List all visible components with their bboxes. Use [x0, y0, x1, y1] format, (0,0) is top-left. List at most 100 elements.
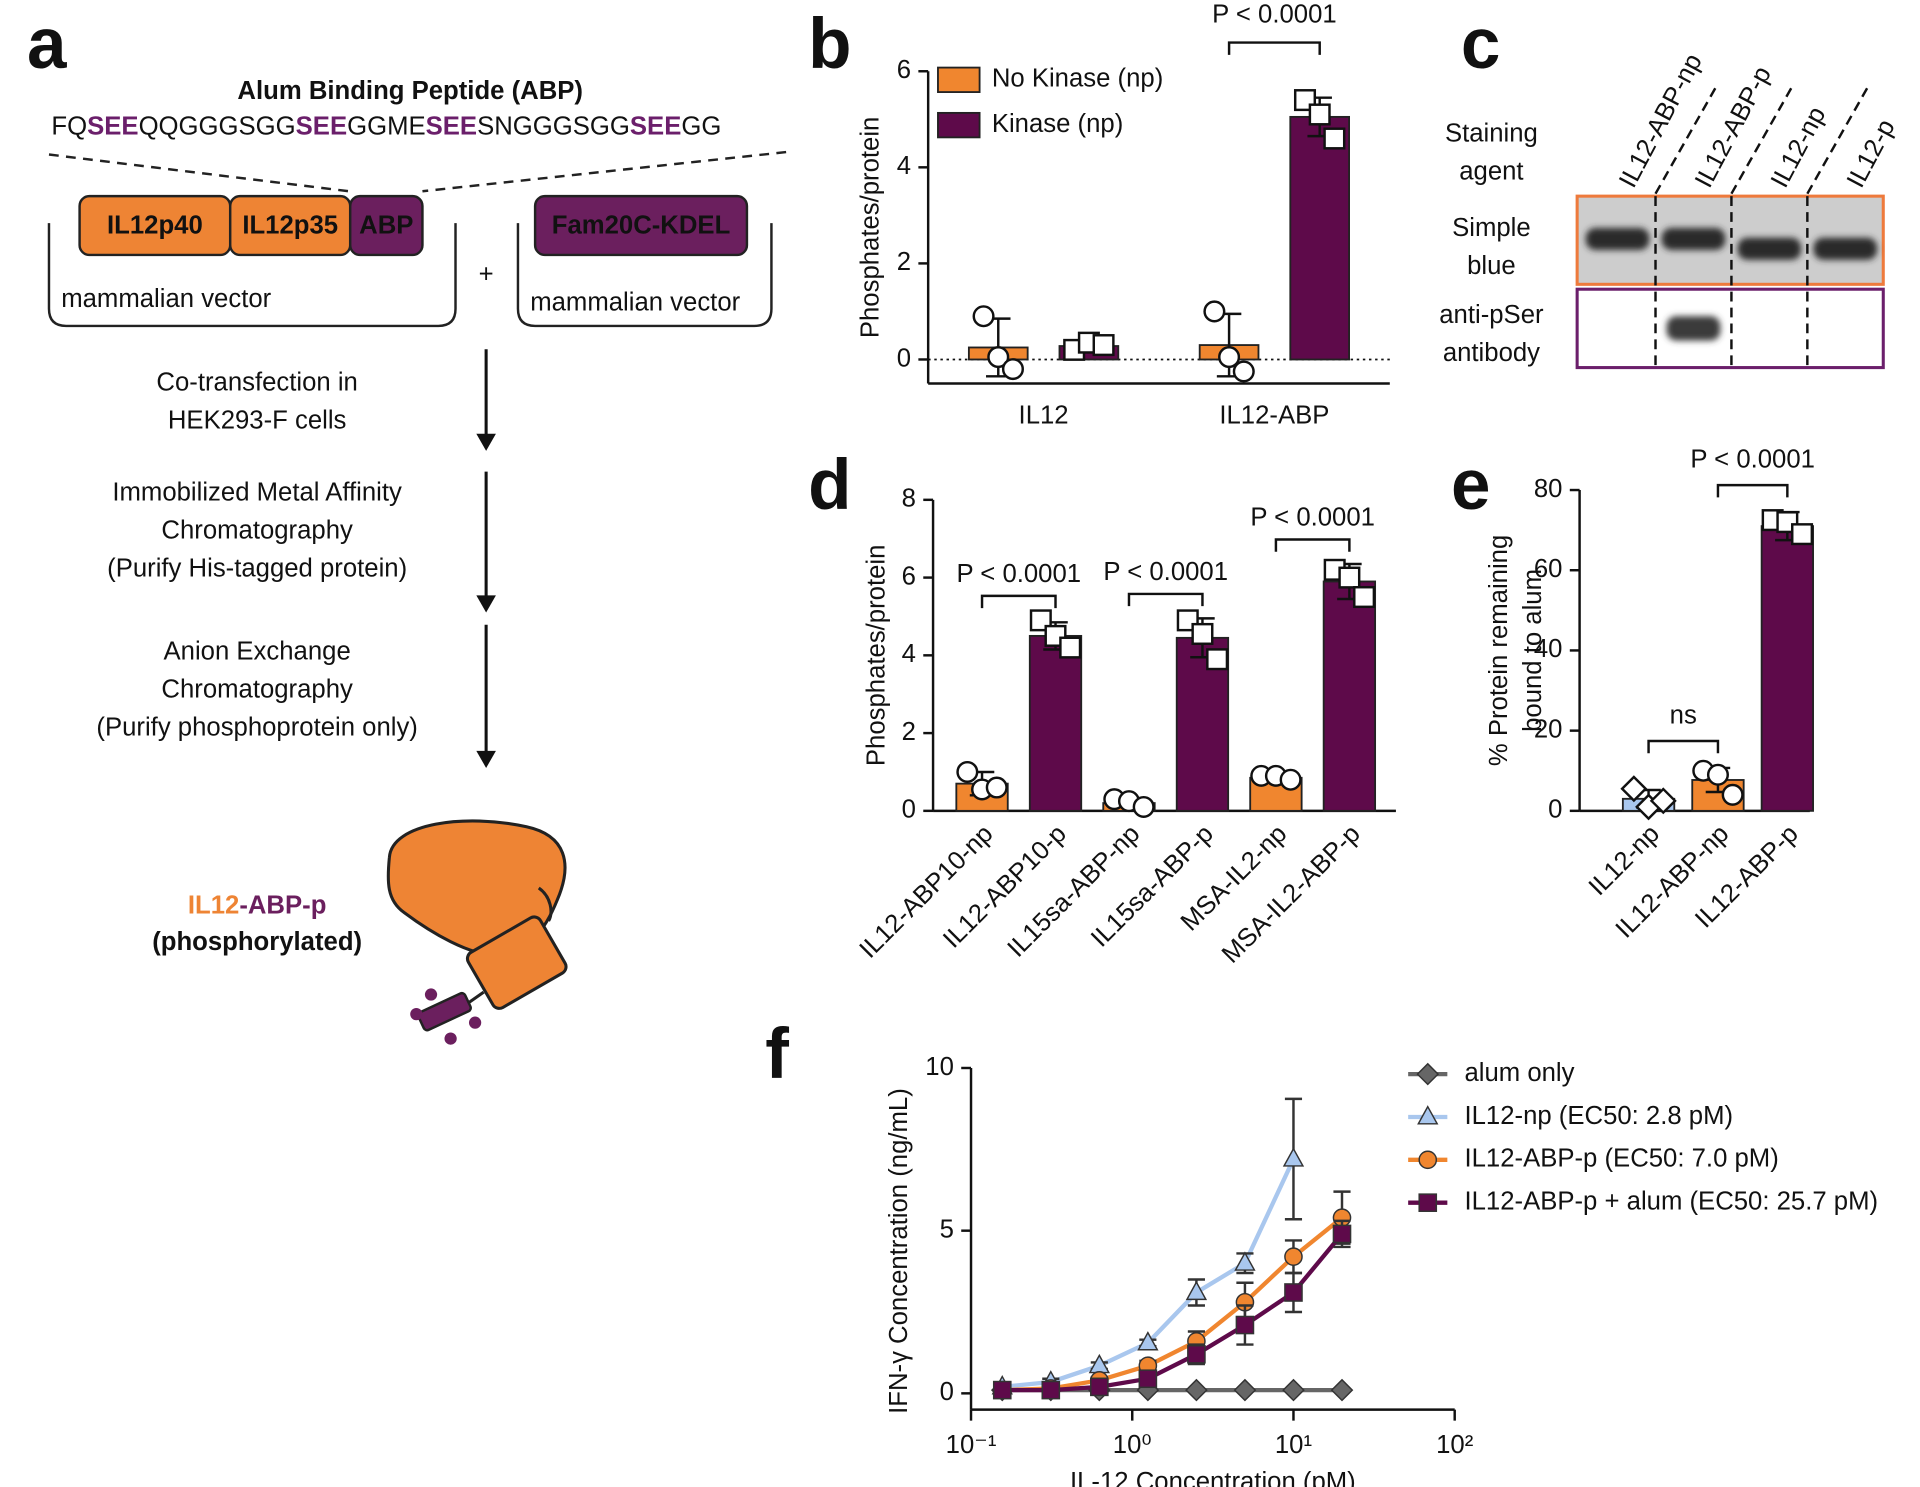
data-point: [1284, 1247, 1303, 1267]
y-tick-label: 0: [897, 344, 911, 372]
data-point: [1791, 523, 1814, 546]
legend-swatch: [937, 66, 981, 93]
phosphate-groups: [410, 988, 482, 1045]
y-tick-label: 20: [1534, 715, 1563, 743]
stain-name: anti-pSer: [1439, 301, 1544, 329]
legend-swatch: [937, 111, 981, 139]
x-tick-label: 10⁰: [1113, 1431, 1152, 1459]
bar: [1028, 634, 1083, 812]
x-tick-label: 10²: [1436, 1431, 1474, 1459]
protein-illustration: [386, 819, 568, 1045]
dashed-guide: [48, 153, 350, 193]
panel-label: d: [808, 446, 851, 525]
y-tick-label: 6: [902, 562, 916, 590]
sequence-part: QQGGGSGG: [139, 112, 296, 140]
lane-divider: [1654, 82, 1720, 195]
bar: [1322, 580, 1377, 812]
data-point: [1417, 1105, 1439, 1125]
data-point: [1284, 1283, 1303, 1302]
x-tick-label: IL12: [1019, 401, 1069, 429]
y-tick-label: 4: [902, 640, 916, 668]
data-point: [1001, 358, 1024, 381]
peptide-title: Alum Binding Peptide (ABP): [237, 77, 583, 105]
lane-label: IL12-ABP-p: [1690, 62, 1777, 192]
panel-label: f: [765, 1015, 789, 1094]
significance-bracket: [1274, 538, 1351, 552]
legend-label: No Kinase (np): [992, 65, 1163, 93]
y-tick-label: 0: [1548, 796, 1562, 824]
y-axis-label: IFN-γ Concentration (ng/mL): [885, 1088, 913, 1414]
product-name-part: IL12: [188, 891, 239, 919]
data-point: [1620, 775, 1648, 803]
data-point: [1416, 1062, 1440, 1086]
process-step: Chromatography: [161, 516, 353, 544]
data-point: [1218, 346, 1241, 369]
gene-domain-label: IL12p35: [242, 212, 338, 240]
y-axis-label: Phosphates/protein: [863, 545, 891, 767]
data-point: [972, 305, 995, 328]
y-tick-label: 10: [925, 1053, 954, 1081]
significance-label: P < 0.0001: [1690, 445, 1815, 473]
data-point: [1185, 1280, 1208, 1301]
y-tick-label: 4: [897, 152, 911, 180]
y-axis-label: Phosphates/protein: [857, 117, 885, 338]
data-point: [1330, 1378, 1354, 1402]
data-point: [1187, 1345, 1206, 1364]
data-point: [1041, 1380, 1061, 1400]
data-point: [956, 760, 979, 783]
y-tick-label: 60: [1534, 555, 1563, 583]
lane-divider: [1730, 82, 1795, 195]
sequence-part: SEE: [296, 112, 347, 140]
stain-name: blue: [1467, 252, 1516, 280]
data-point: [1138, 1369, 1158, 1389]
gene-domain-label: Fam20C-KDEL: [552, 212, 731, 240]
x-tick-label: IL12-ABP: [1219, 401, 1329, 429]
significance-bracket: [1227, 41, 1321, 55]
x-axis-label: IL-12 Concentration (pM): [1070, 1468, 1356, 1487]
product-name: IL12-ABP-p: [188, 891, 327, 919]
arrow-head: [476, 595, 496, 613]
x-tick-label: MSA-IL2-ABP-p: [1217, 820, 1366, 969]
sequence-part: GG: [681, 112, 721, 140]
data-point: [1235, 1315, 1255, 1335]
panel-label: e: [1451, 446, 1491, 525]
data-point: [1185, 1378, 1208, 1402]
data-point: [1191, 622, 1214, 645]
significance-bracket: [1647, 739, 1720, 754]
y-tick-label: 0: [940, 1378, 954, 1406]
process-step: (Purify phosphoprotein only): [96, 714, 417, 742]
data-point: [1282, 1147, 1305, 1167]
protein-linker: [537, 886, 553, 922]
lane-divider: [1806, 82, 1871, 195]
significance-label: P < 0.0001: [1103, 558, 1228, 586]
phosphate: [424, 988, 438, 1001]
y-tick-label: 6: [897, 56, 911, 84]
peptide-sequence: FQSEEQQGGGSGGSEEGGMESEESNGGGSGGSEEGG: [51, 112, 721, 140]
phosphate: [410, 1007, 423, 1021]
data-point: [1418, 1193, 1438, 1212]
bar: [1289, 115, 1350, 361]
process-step: Immobilized Metal Affinity: [112, 479, 402, 507]
phosphate: [444, 1032, 457, 1045]
y-tick-label: 40: [1534, 635, 1563, 663]
sequence-part: SEE: [87, 112, 138, 140]
legend-label: Kinase (np): [992, 110, 1123, 138]
data-point: [1232, 360, 1255, 383]
gel-band: [1737, 237, 1802, 260]
x-tick-label: 10⁻¹: [946, 1431, 997, 1459]
data-point: [1332, 1224, 1352, 1244]
data-point: [1203, 300, 1226, 323]
data-point: [1338, 566, 1361, 589]
gel-band: [1661, 227, 1726, 251]
significance-label: P < 0.0001: [956, 560, 1081, 588]
process-step: Co-transfection in: [156, 368, 357, 396]
sequence-part: FQ: [51, 112, 87, 140]
product-note: (phosphorylated): [152, 928, 362, 956]
y-tick-label: 8: [902, 485, 916, 513]
process-step: HEK293-F cells: [168, 406, 347, 434]
data-point: [1233, 1378, 1257, 1402]
process-step: Chromatography: [161, 676, 353, 704]
gene-domain: [348, 194, 424, 257]
lane-label: IL12-p: [1842, 115, 1901, 193]
legend-label: alum only: [1464, 1059, 1574, 1087]
